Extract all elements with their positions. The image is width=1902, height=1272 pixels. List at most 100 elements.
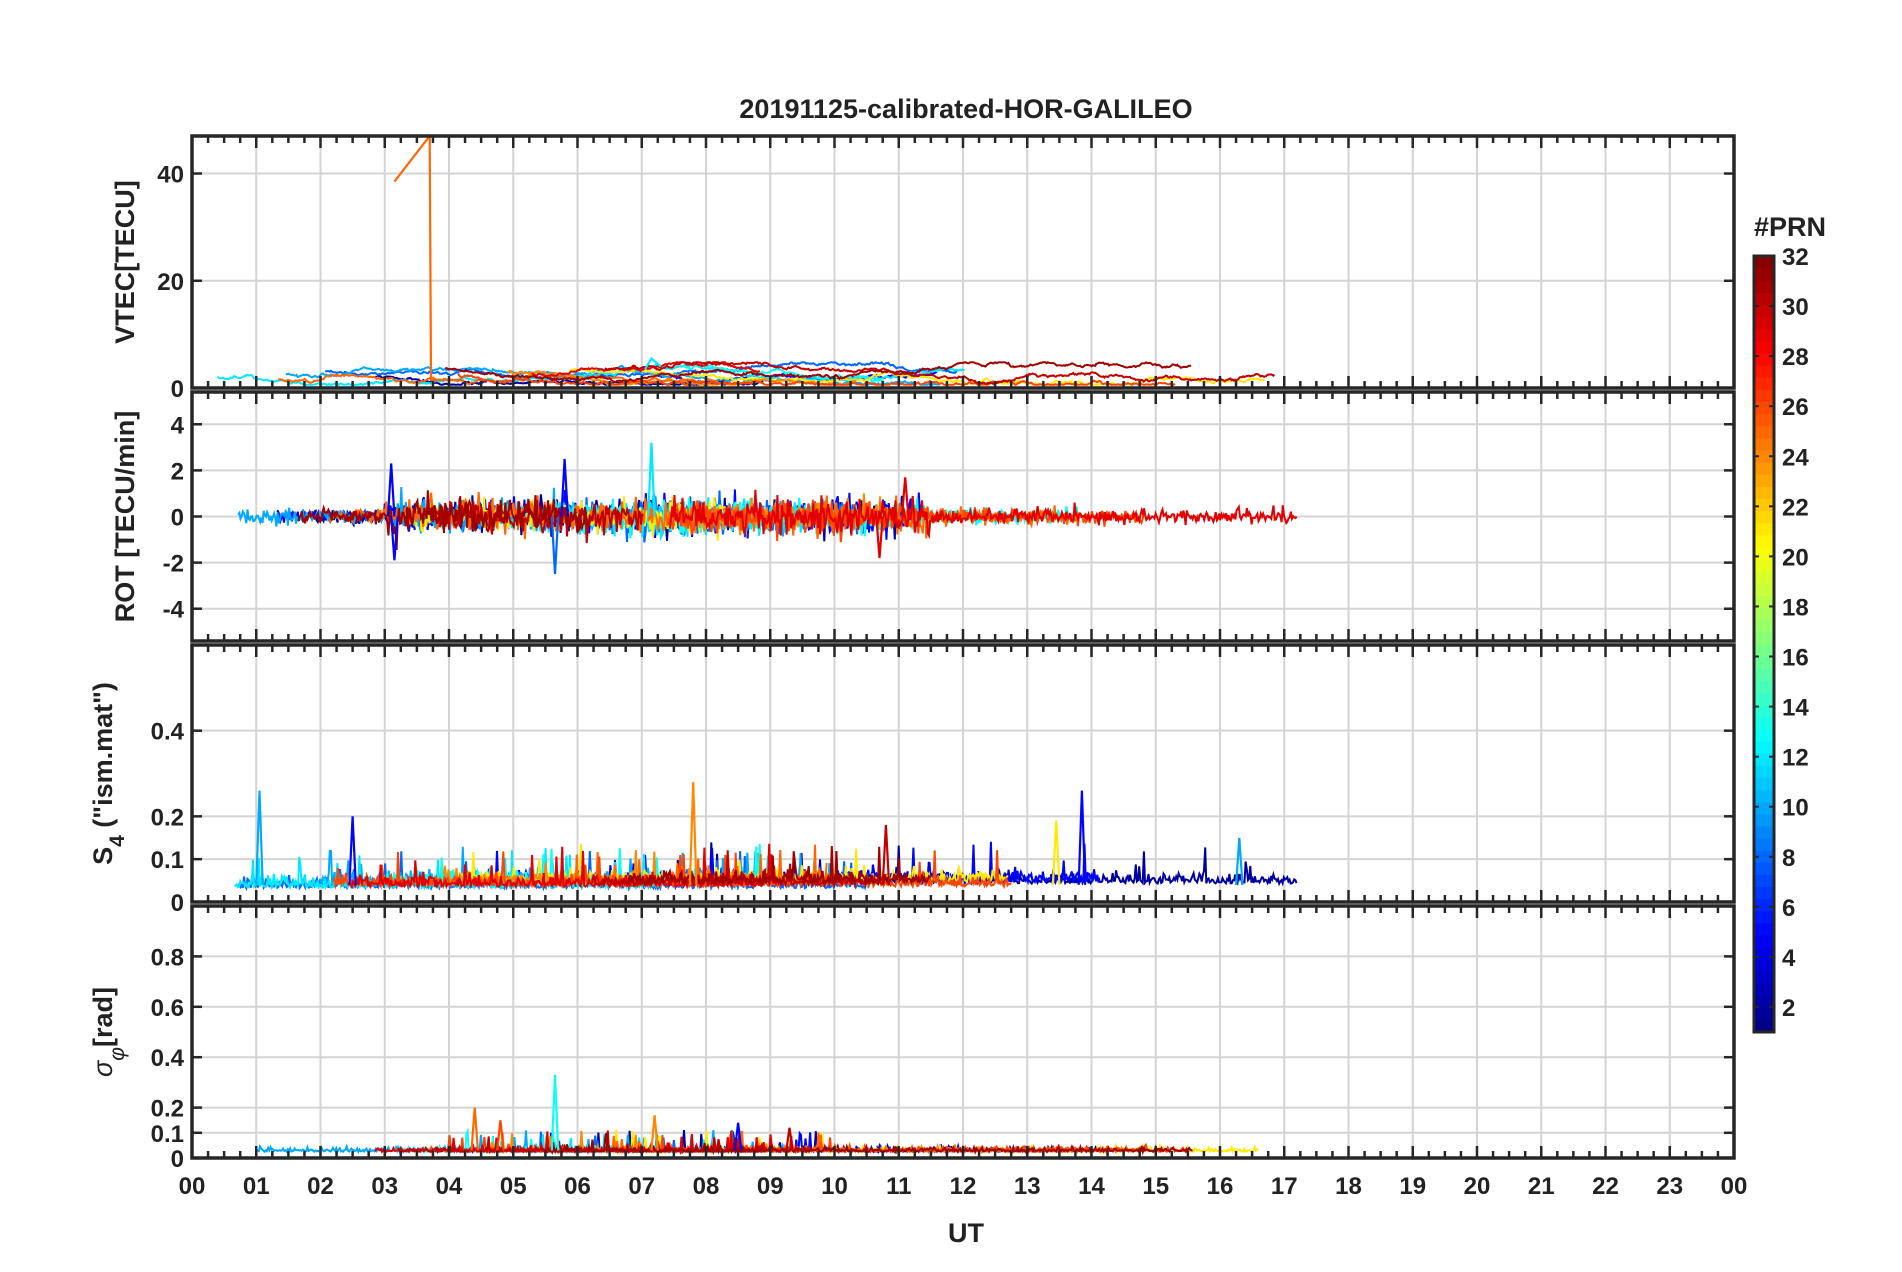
colorbar-swatch bbox=[1754, 328, 1774, 342]
colorbar-swatch bbox=[1754, 547, 1774, 560]
colorbar-swatch bbox=[1754, 789, 1774, 803]
y-tick-label: 0 bbox=[171, 505, 184, 532]
x-tick-label: 23 bbox=[1656, 1173, 1683, 1200]
colorbar-swatch bbox=[1754, 1019, 1774, 1033]
colorbar-tick-label: 26 bbox=[1782, 394, 1809, 421]
colorbar-swatch bbox=[1754, 304, 1774, 318]
panel-vtec: 0 20 40 VTEC[TECU] bbox=[110, 134, 1736, 403]
x-tick-label: 20 bbox=[1464, 1173, 1491, 1200]
colorbar-swatch bbox=[1754, 486, 1774, 500]
y-axis-label-sigma_phi: σφ[rad] bbox=[88, 987, 129, 1077]
colorbar-swatch bbox=[1754, 680, 1774, 694]
colorbar-swatch bbox=[1754, 292, 1774, 306]
panel-sigma_phi: 00.10.2 0.4 0.6 0.8 σφ[rad] bbox=[88, 904, 1736, 1173]
series-line-prn-13 bbox=[683, 363, 885, 384]
colorbar-swatch bbox=[1754, 656, 1774, 669]
colorbar-tick-label: 30 bbox=[1782, 294, 1809, 321]
feature-prn-30 bbox=[881, 824, 891, 885]
colorbar-swatch bbox=[1754, 316, 1774, 330]
colorbar-swatch bbox=[1754, 910, 1774, 924]
feature-prn-5 bbox=[560, 458, 569, 517]
x-tick-label: 00 bbox=[1721, 1173, 1748, 1200]
feature-prn-5 bbox=[348, 816, 357, 885]
x-tick-label: 14 bbox=[1078, 1173, 1105, 1200]
feature-prn-5 bbox=[1077, 790, 1087, 885]
x-tick-label: 12 bbox=[950, 1173, 977, 1200]
colorbar-swatch bbox=[1754, 340, 1774, 354]
series-line-prn-30 bbox=[604, 361, 1276, 386]
y-tick-label: 0 bbox=[171, 890, 184, 917]
colorbar-swatch bbox=[1754, 838, 1774, 851]
x-tick-label: 10 bbox=[821, 1173, 848, 1200]
series-line-prn-30 bbox=[591, 850, 883, 889]
colorbar-tick-label: 16 bbox=[1782, 645, 1809, 672]
colorbar-swatch bbox=[1754, 462, 1774, 475]
colorbar-swatch bbox=[1754, 631, 1774, 645]
y-tick-label: 2 bbox=[171, 458, 184, 485]
y-axis-label-s4: S4 ("ism.mat") bbox=[88, 682, 129, 865]
x-tick-label: 18 bbox=[1335, 1173, 1362, 1200]
colorbar-swatch bbox=[1754, 947, 1774, 960]
x-axis: 00 01 02 03 04 05 06 07 08 09 10 11 12 13 14 15 16 17 18 19… bbox=[179, 1173, 1748, 1200]
colorbar-swatch bbox=[1754, 765, 1774, 778]
x-ticks bbox=[190, 645, 1736, 902]
colorbar-swatch bbox=[1754, 692, 1774, 706]
colorbar-tick-label: 32 bbox=[1782, 244, 1809, 271]
series-line-prn-31 bbox=[627, 845, 931, 887]
x-tick-label: 17 bbox=[1271, 1173, 1298, 1200]
colorbar-swatch bbox=[1754, 365, 1774, 378]
y-tick-label: -2 bbox=[163, 551, 184, 578]
colorbar-swatch bbox=[1754, 716, 1774, 730]
colorbar-swatch bbox=[1754, 522, 1774, 536]
x-tick-label: 03 bbox=[371, 1173, 398, 1200]
colorbar-swatch bbox=[1754, 886, 1774, 900]
x-axis-label: UT bbox=[948, 1218, 984, 1248]
colorbar-swatch bbox=[1754, 437, 1774, 451]
colorbar-tick-label: 18 bbox=[1782, 594, 1809, 621]
x-tick-label: 16 bbox=[1207, 1173, 1234, 1200]
colorbar-swatch bbox=[1754, 425, 1774, 439]
colorbar-swatch bbox=[1754, 644, 1774, 657]
x-tick-label: 01 bbox=[243, 1173, 270, 1200]
y-tick-label: 0.4 bbox=[151, 719, 185, 746]
colorbar-swatch bbox=[1754, 850, 1774, 863]
colorbar-swatch bbox=[1754, 268, 1774, 281]
feature-prn-5 bbox=[386, 463, 396, 517]
colorbar-swatch bbox=[1754, 668, 1774, 681]
series-group bbox=[234, 782, 1298, 893]
x-tick-label: 22 bbox=[1592, 1173, 1619, 1200]
colorbar-swatch bbox=[1754, 280, 1774, 293]
y-tick-label: 0.2 bbox=[151, 804, 184, 831]
y-tick-label: 0.6 bbox=[151, 995, 184, 1022]
colorbar-swatch bbox=[1754, 862, 1774, 875]
y-axis: 0 0.1 0.2 0.4 bbox=[151, 719, 1734, 917]
x-tick-label: 19 bbox=[1399, 1173, 1426, 1200]
x-tick-label: 09 bbox=[757, 1173, 784, 1200]
y-tick-label: 0.8 bbox=[151, 944, 184, 971]
colorbar-swatch bbox=[1754, 704, 1774, 718]
colorbar-swatch bbox=[1754, 983, 1774, 997]
series-group bbox=[216, 136, 1276, 387]
y-tick-label: 0.2 bbox=[151, 1096, 184, 1123]
y-tick-label: 0.1 bbox=[151, 1121, 184, 1148]
x-ticks bbox=[190, 392, 1736, 641]
x-tick-label: 02 bbox=[307, 1173, 334, 1200]
y-tick-label: 0 bbox=[171, 376, 184, 403]
colorbar-tick-label: 10 bbox=[1782, 795, 1809, 822]
colorbar-swatch bbox=[1754, 813, 1774, 827]
colorbar-swatch bbox=[1754, 825, 1774, 839]
colorbar-swatch bbox=[1754, 534, 1774, 548]
colorbar-swatch bbox=[1754, 898, 1774, 912]
colorbar-tick-label: 8 bbox=[1782, 845, 1795, 872]
chart-title: 20191125-calibrated-HOR-GALILEO bbox=[739, 94, 1192, 124]
colorbar-tick-label: 28 bbox=[1782, 344, 1809, 371]
x-tick-label: 06 bbox=[564, 1173, 591, 1200]
colorbar-swatch bbox=[1754, 1007, 1774, 1021]
x-ticks bbox=[190, 136, 1736, 388]
colorbar-tick-label: 4 bbox=[1782, 945, 1796, 972]
x-tick-label: 05 bbox=[500, 1173, 527, 1200]
colorbar-swatch bbox=[1754, 510, 1774, 524]
